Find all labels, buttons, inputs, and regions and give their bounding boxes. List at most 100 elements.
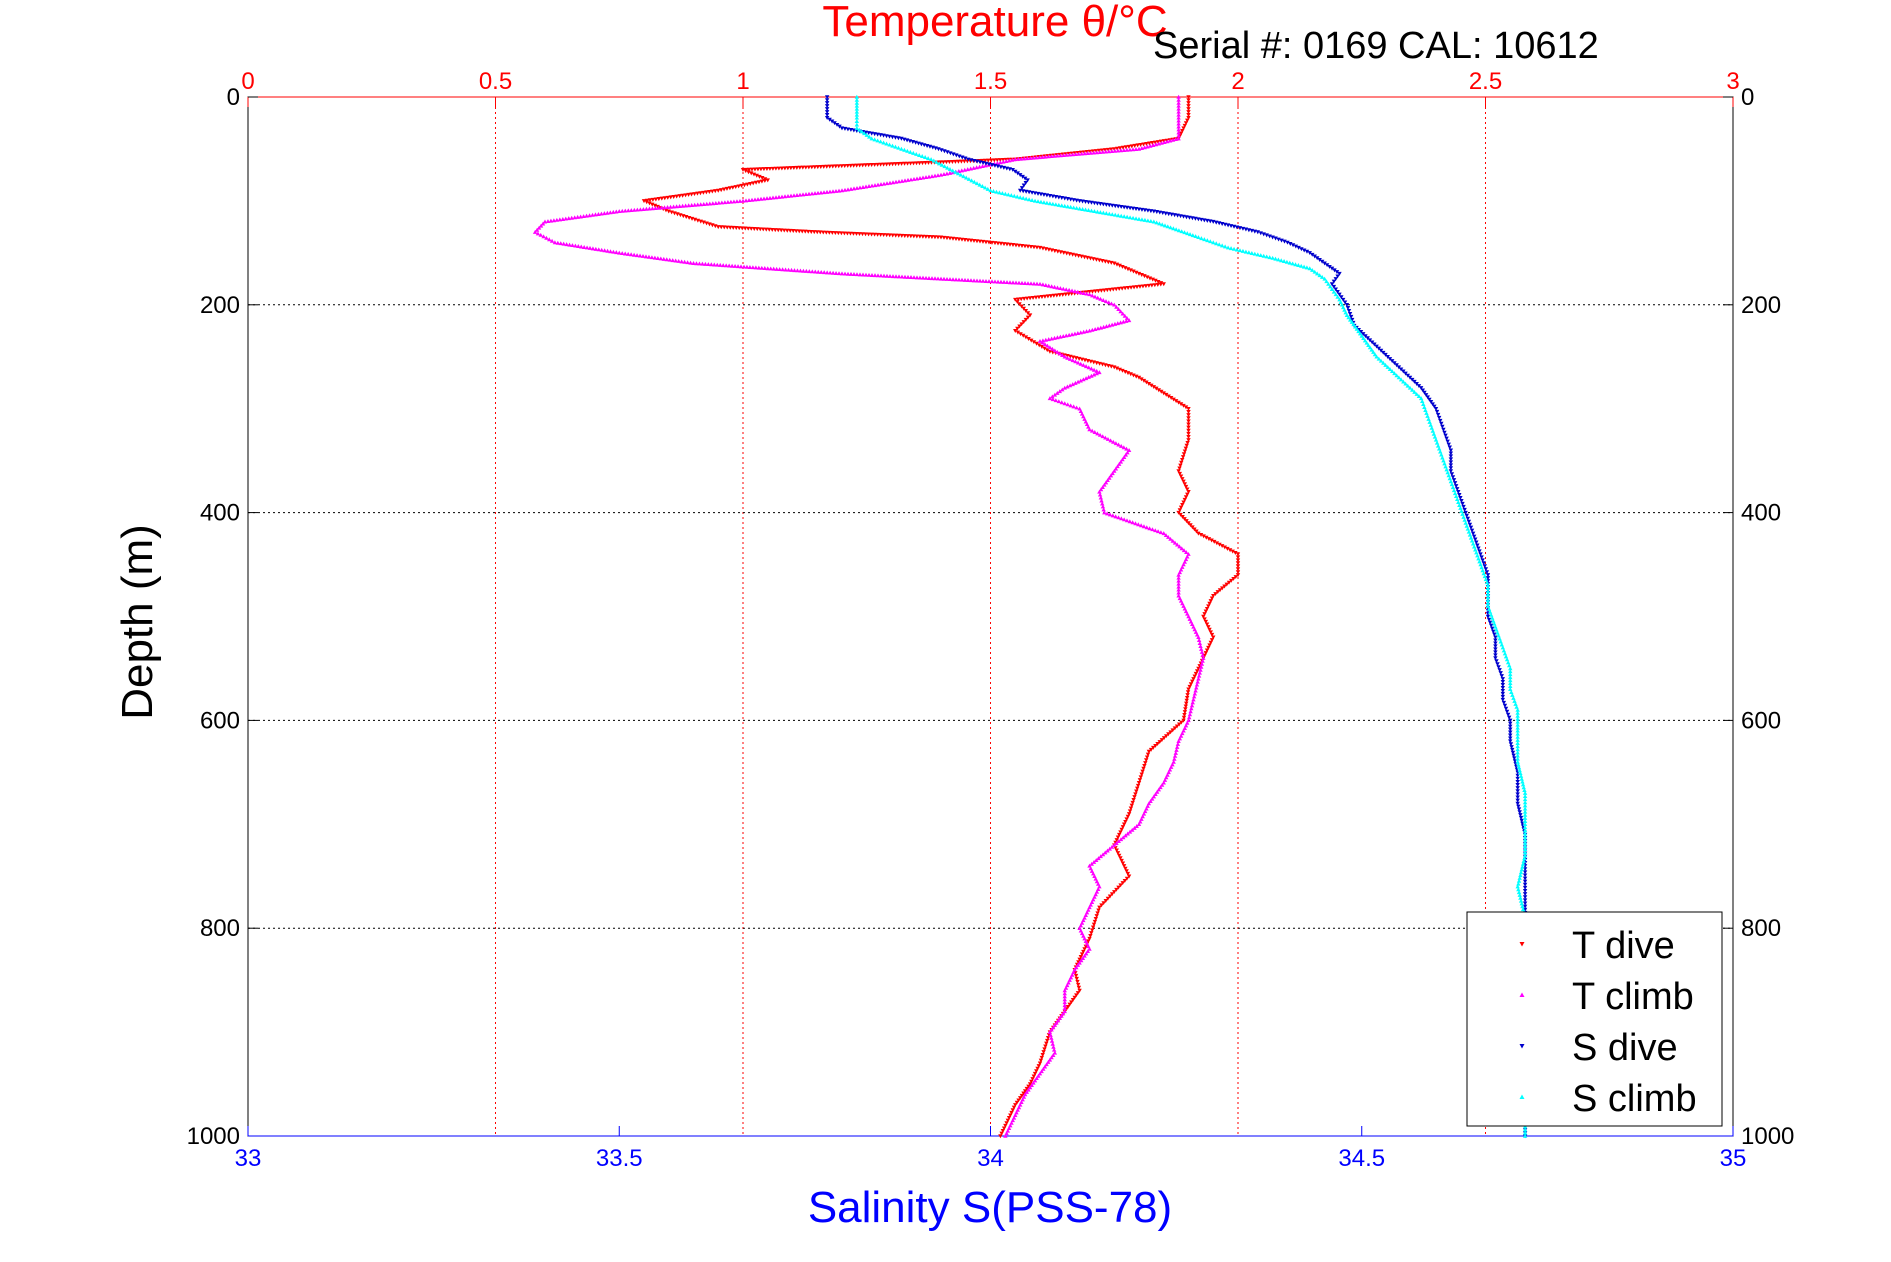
data-point [1176,130,1181,135]
data-point [703,261,708,266]
data-point [954,153,959,158]
data-point [1433,406,1439,411]
data-point [1500,697,1506,702]
data-point [1032,1071,1038,1076]
data-point [1081,362,1086,367]
data-point [723,263,729,268]
data-point [1394,363,1399,368]
data-point [1208,599,1213,604]
data-point [640,253,646,258]
data-point [1385,354,1390,359]
data-point [1504,657,1510,662]
data-point [854,100,860,105]
data-point [836,231,841,236]
y-axis-tick-label-right: 1000 [1741,1123,1794,1150]
data-point [1500,685,1506,690]
data-point [1184,701,1189,706]
data-point [1493,644,1498,649]
data-point [1337,292,1342,297]
data-point [1519,867,1524,872]
data-point [590,212,595,217]
data-point [1079,151,1084,156]
data-point [1152,283,1158,288]
data-point [1096,289,1101,294]
y-axis-tick-label-right: 0 [1741,84,1754,111]
data-point [1198,533,1204,537]
data-point [659,205,664,210]
y-axis-tick-label-right: 200 [1741,292,1781,319]
data-point [887,142,892,147]
data-point [1522,853,1528,858]
data-point [1164,392,1169,397]
data-point [797,165,803,170]
data-point [1350,317,1355,322]
data-point [1329,282,1335,287]
data-point [593,212,598,217]
data-point [917,152,922,157]
data-point [827,164,832,169]
data-point [1522,794,1528,799]
data-point [1501,700,1507,705]
legend-marker [1519,1094,1525,1099]
data-point [953,169,958,174]
data-point [1222,584,1227,589]
data-point [1081,949,1086,954]
data-point [1180,477,1185,482]
data-point [1522,790,1528,795]
data-point [1013,169,1018,174]
data-point [1515,744,1520,749]
data-point [1031,245,1037,250]
data-point [758,227,763,232]
data-point [1085,151,1090,156]
data-point [1112,302,1117,307]
data-point [1252,251,1258,256]
data-point [848,186,854,191]
data-point [1462,507,1467,512]
data-point [1517,810,1522,815]
data-point [923,275,929,280]
data-point [851,163,856,168]
data-point [902,274,908,279]
data-point [1121,454,1127,459]
data-point [1010,157,1015,162]
data-point [842,164,847,169]
data-point [1434,409,1440,414]
data-point [1209,538,1214,543]
data-point [555,240,561,245]
data-point [878,162,883,167]
data-point [1110,212,1115,217]
data-point [1293,244,1299,249]
data-point [1220,586,1225,591]
data-point [1052,153,1057,158]
data-point [1097,905,1102,910]
data-point [1099,288,1104,293]
data-point [1508,733,1513,738]
data-point [1389,369,1395,374]
data-point [1225,245,1231,250]
data-point [800,192,806,197]
data-point [1194,529,1199,534]
y-axis-tick-label-right: 400 [1741,500,1781,527]
data-point [1124,315,1130,320]
data-point [1378,358,1384,363]
data-point [919,154,925,158]
legend-label: T climb [1572,976,1694,1018]
data-point [1522,809,1528,814]
data-point [1009,1110,1014,1115]
data-point [1315,256,1320,261]
data-point [1086,365,1091,370]
data-point [896,274,902,279]
data-point [1522,895,1528,900]
data-point [854,122,860,127]
data-point [1112,321,1118,326]
data-point [929,174,935,179]
legend-box [1466,911,1723,1127]
data-point [857,127,862,132]
data-point [1203,619,1209,624]
data-point [991,189,996,193]
data-point [1515,792,1520,797]
data-point [1051,293,1057,298]
data-point [1132,795,1137,800]
data-point [1366,343,1371,347]
